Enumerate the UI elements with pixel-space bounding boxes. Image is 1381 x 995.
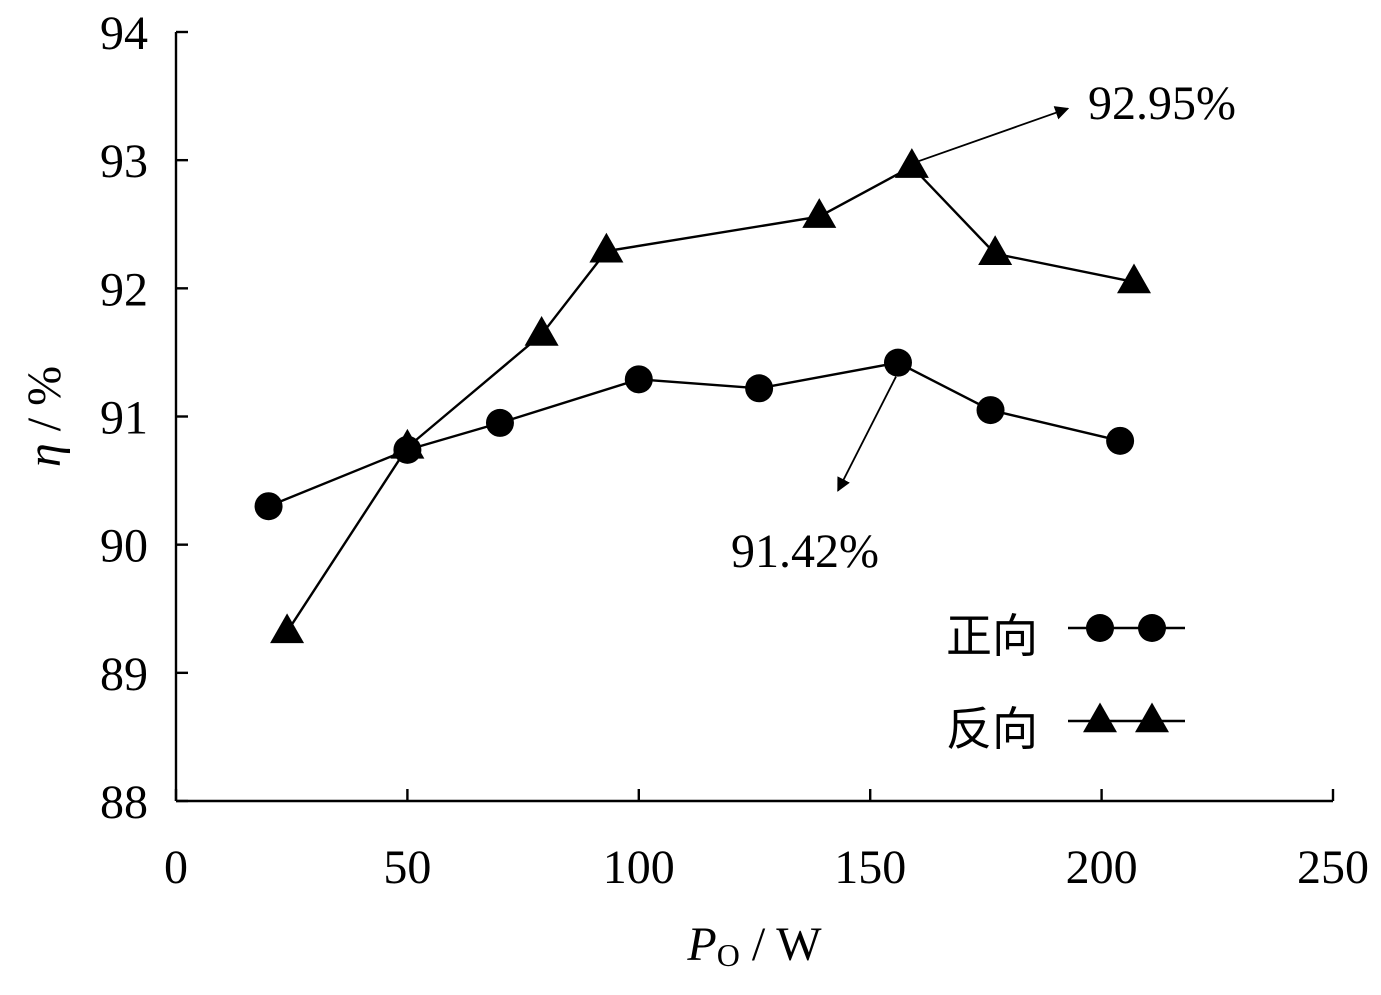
x-tick-label: 50: [383, 841, 431, 894]
y-tick-label: 93: [100, 135, 148, 188]
data-point: [589, 232, 624, 263]
legend-marker: [1138, 614, 1166, 642]
legend-item-1: 正向: [946, 609, 1185, 663]
data-point: [624, 365, 653, 394]
data-point: [745, 374, 774, 403]
annotation-arrow: [837, 376, 897, 492]
annotation-arrow: [911, 106, 1070, 165]
series-group: [254, 148, 1151, 644]
x-tick-label: 100: [603, 841, 675, 894]
series-line: [286, 165, 1135, 633]
y-tick-label: 90: [100, 520, 148, 573]
y-tick-label: 92: [100, 263, 148, 316]
series-line: [268, 361, 1121, 508]
data-point: [1106, 426, 1135, 455]
series-2: [270, 148, 1151, 644]
data-point: [802, 198, 837, 228]
data-point: [524, 316, 559, 346]
legend-marker: [1135, 702, 1169, 733]
y-tick-label: 89: [100, 648, 148, 701]
x-tick-label: 150: [834, 841, 906, 894]
data-point: [390, 428, 425, 459]
data-point: [485, 408, 514, 437]
legend-marker: [1083, 702, 1117, 733]
legend-label: 反向: [946, 702, 1038, 756]
y-tick-label: 91: [100, 392, 148, 445]
data-point: [976, 396, 1005, 425]
y-axis-title: η / %: [18, 366, 71, 467]
data-point: [883, 348, 912, 377]
data-point: [978, 235, 1013, 266]
x-axis-title: PO / W: [686, 918, 822, 973]
data-point: [254, 492, 283, 521]
x-tick-label: 0: [164, 841, 188, 894]
y-tick-label: 88: [100, 776, 148, 829]
y-tick-label: 94: [100, 7, 148, 60]
legend-label: 正向: [946, 609, 1038, 663]
series-1: [254, 348, 1135, 521]
legend-item-2: 反向: [946, 702, 1185, 756]
annotation-label: 92.95%: [1088, 77, 1236, 130]
annotation-label: 91.42%: [731, 525, 879, 578]
legend-marker: [1086, 614, 1114, 642]
axes: 88 89 90 91 92 93 94 0 50 100 150 200 250 PO / W η / %: [18, 7, 1369, 973]
data-point: [1116, 263, 1151, 294]
data-point: [270, 613, 305, 644]
x-tick-label: 200: [1066, 841, 1138, 894]
annotations: 92.95% 91.42%: [731, 77, 1236, 578]
x-tick-label: 250: [1297, 841, 1369, 894]
